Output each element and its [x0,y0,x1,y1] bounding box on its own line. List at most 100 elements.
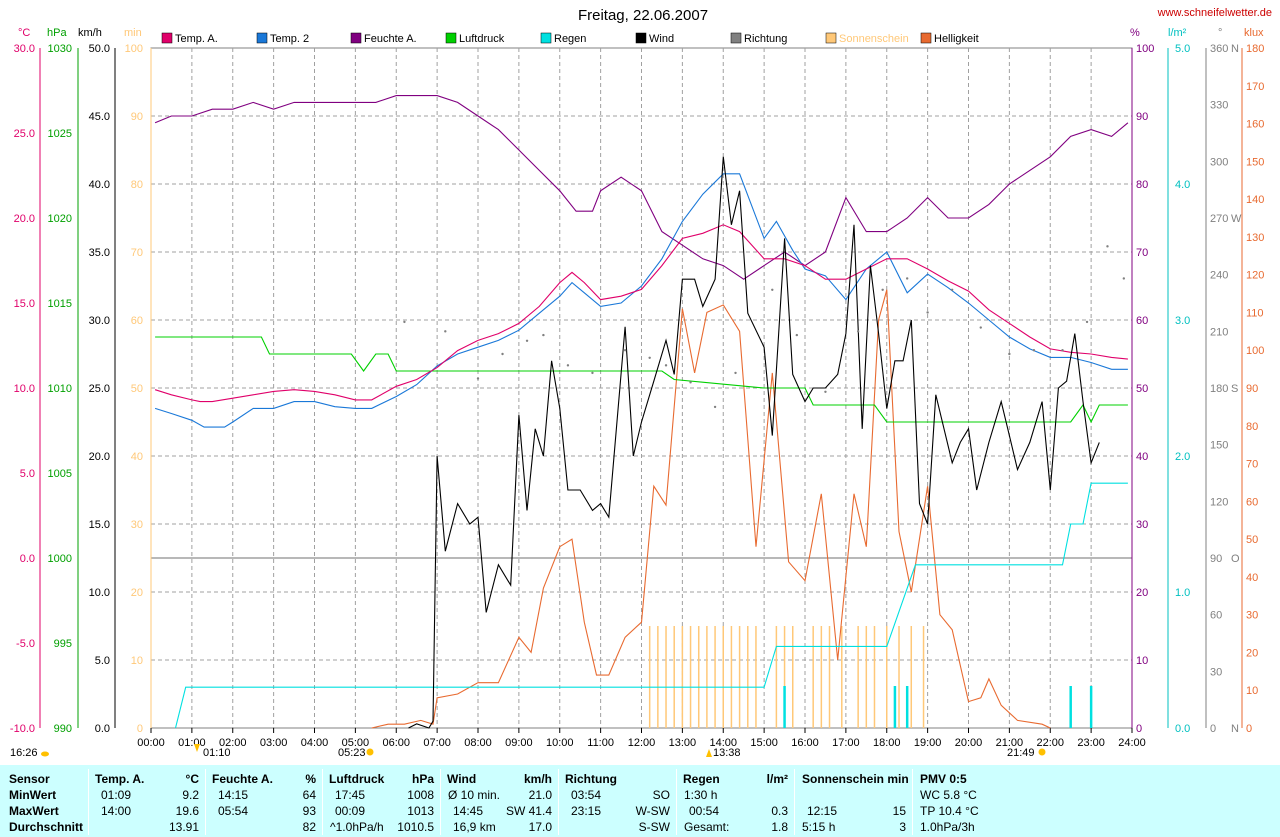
stats-pmv: PMV 0:5 WC 5.8 °C TP 10.4 °C 1.0hPa/3h [913,765,1033,837]
pressure-axis-tick-label: 990 [54,723,72,735]
x-tick-label: 02:00 [219,737,247,749]
stats-temp-a: Temp. A. °C 01:09 9.2 14:00 19.6 13.91 [89,765,205,837]
pressure-min-value: 1008 [407,788,434,802]
series-dot-richtung [525,339,529,342]
pressure-average: 1010.5 [397,820,434,834]
corner-sun-icon [41,751,49,757]
wind-axis-tick-label: 5.0 [95,655,110,667]
series-dot-richtung [591,371,594,375]
x-tick-label: 21:00 [996,737,1024,749]
humidity-min-time: 14:15 [218,788,249,802]
minutes-axis-tick-label: 80 [131,179,143,191]
pressure-axis-tick-label: 1020 [48,213,72,225]
direction-average: S-SW [638,820,670,834]
series-dot-richtung [1032,349,1036,352]
temp-a-title: Temp. A. [95,772,145,786]
sunshine-title: Sonnenschein min [802,772,909,786]
pressure-max-value: 1013 [407,804,434,818]
legend: Temp. A. Temp. 2 Feuchte A. Luftdruck Regen W… [161,32,979,45]
series-line-wind [408,156,1100,729]
series-dot-richtung [1008,352,1011,356]
series-dot-richtung [403,320,406,324]
series-dot-richtung [689,381,692,384]
pmv-pressure-trend: 1.0hPa/3h [920,820,975,834]
x-tick-label: 16:00 [791,737,819,749]
x-tick-label: 08:00 [464,737,492,749]
series-dot-richtung [734,371,737,375]
series-line-feuchte-a [154,95,1129,280]
humidity-max-value: 93 [302,804,316,818]
unit-wind: km/h [78,27,102,39]
stats-wind: Wind km/h Ø 10 min. 21.0 14:45 SW 41.4 16,9… [441,765,558,837]
wind-axis-tick-label: 30.0 [89,315,110,327]
rain-total-label: Gesamt: [684,820,730,834]
legend-swatch [920,32,932,44]
unit-light: klux [1244,27,1264,39]
legend-swatch [825,32,837,44]
direction-axis-tick-label: 60 [1210,610,1222,622]
series-line-temp-2 [154,173,1128,428]
compass-label: W [1231,213,1242,225]
legend-swatch [256,32,268,44]
light-axis-tick-label: 40 [1246,572,1258,584]
temp-axis-tick-label: 5.0 [20,468,35,480]
stats-panel: Sensor MinWert MaxWert Durchschnitt Temp… [0,765,1280,837]
temp-axis-tick-label: -10.0 [10,723,35,735]
stats-rain: Regen l/m² 1:30 h 00:54 0.3 Gesamt: 1.8 [677,765,794,837]
light-axis-tick-label: 150 [1246,156,1264,168]
row-label-max: MaxWert [9,804,59,818]
x-tick-label: 17:00 [832,737,860,749]
light-axis-tick-label: 110 [1246,307,1264,319]
series-dot-richtung [566,364,570,367]
legend-label: Wind [649,33,674,45]
temp-a-max-time: 14:00 [101,804,132,818]
unit-minutes: min [124,27,142,39]
direction-axis-tick-label: 240 [1210,270,1228,282]
wind-axis-tick-label: 50.0 [89,43,110,55]
marker-a-icon [194,744,200,752]
x-tick-label: 15:00 [750,737,778,749]
rain-axis-tick-label: 2.0 [1175,451,1190,463]
temp-axis-tick-label: 10.0 [14,383,35,395]
sunshine-max-time: 12:15 [807,804,838,818]
x-tick-label: 14:00 [709,737,737,749]
legend-label: Helligkeit [934,33,979,45]
direction-min-time: 03:54 [571,788,602,802]
temp-axis-tick-label: 30.0 [14,43,35,55]
compass-label: N [1231,723,1239,735]
grid [151,48,1132,728]
series-dot-richtung [1085,320,1089,324]
compass-label: O [1231,553,1240,565]
light-axis-tick-label: 60 [1246,496,1258,508]
x-tick-label: 10:00 [546,737,574,749]
light-axis-tick-label: 10 [1246,685,1258,697]
direction-axis-tick-label: 300 [1210,156,1228,168]
pmv-windchill: WC 5.8 °C [920,788,977,802]
axes: 00:00 01:00 02:00 03:00 04:00 05:00 06:00 07:00… [10,43,1264,749]
minutes-axis-tick-label: 0 [137,723,143,735]
stats-pressure: Luftdruck hPa 17:45 1008 00:09 1013 ^1.0hPa… [323,765,440,837]
light-axis-tick-label: 100 [1246,345,1264,357]
legend-swatch [635,32,647,44]
humidity-max-time: 05:54 [218,804,249,818]
temp-a-min-time: 01:09 [101,788,132,802]
series-dot-richtung [950,288,954,291]
light-axis-tick-label: 130 [1246,232,1264,244]
humidity-axis-tick-label: 50 [1136,383,1148,395]
pressure-axis-tick-label: 1010 [48,383,72,395]
humidity-axis-tick-label: 100 [1136,43,1154,55]
direction-axis-tick-label: 210 [1210,326,1228,338]
series-line-temp-a [154,224,1128,403]
series-dot-richtung [979,326,982,329]
row-label-min: MinWert [9,788,57,802]
wind-axis-tick-label: 45.0 [89,111,110,123]
wind-axis-tick-label: 40.0 [89,179,110,191]
direction-axis-tick-label: 120 [1210,496,1228,508]
x-tick-label: 05:00 [342,737,370,749]
rain-total-value: 1.8 [771,820,788,834]
light-axis-tick-label: 30 [1246,610,1258,622]
minutes-axis-tick-label: 60 [131,315,143,327]
legend-label: Temp. 2 [270,33,309,45]
direction-axis-tick-label: 270 [1210,213,1228,225]
unit-rain: l/m² [1168,27,1187,39]
